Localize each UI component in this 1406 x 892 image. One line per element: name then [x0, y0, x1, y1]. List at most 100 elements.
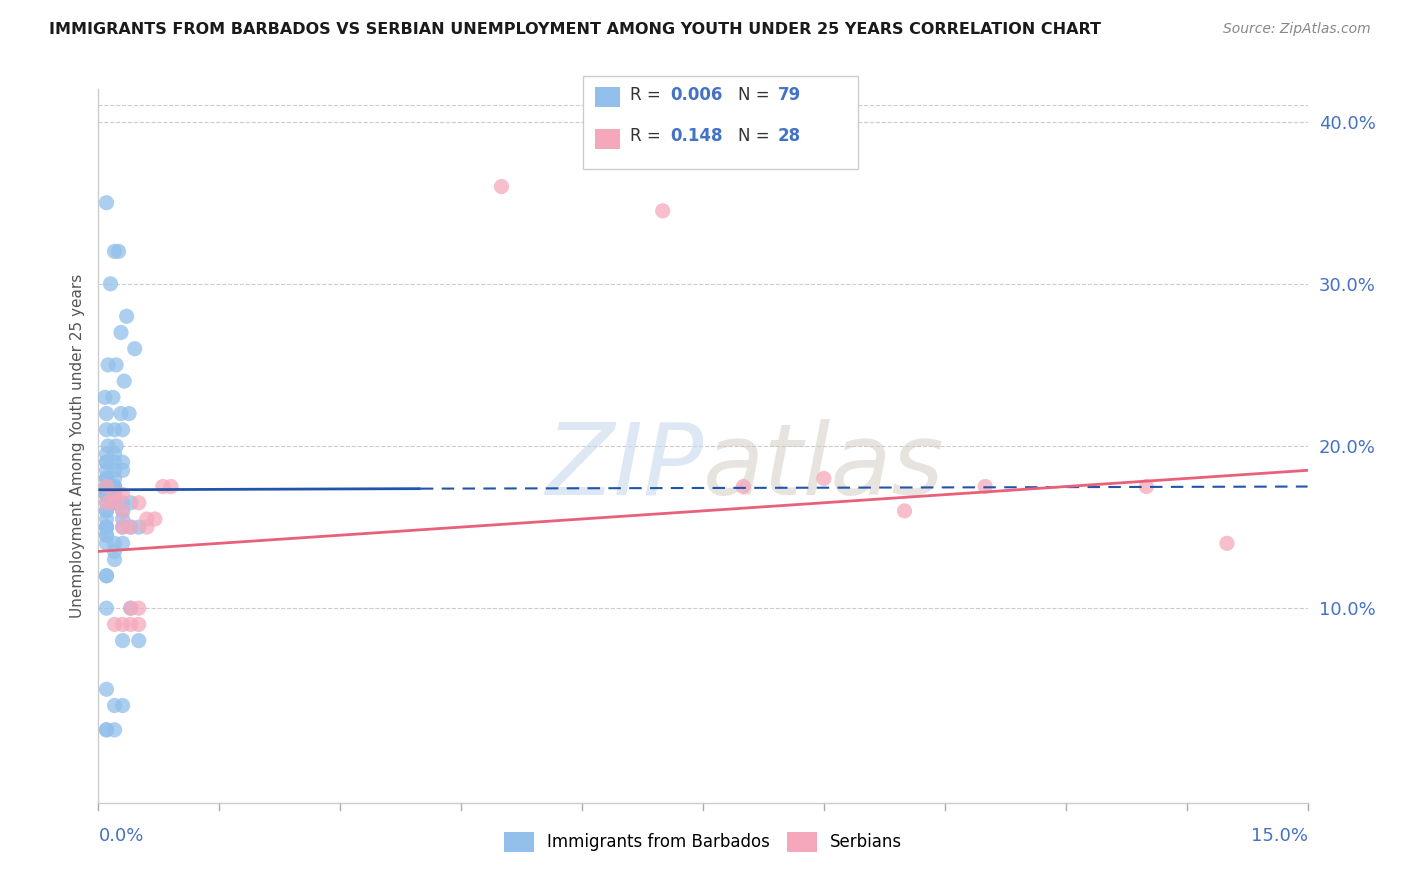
Point: [111, 520, 134, 534]
Text: N =: N =: [738, 128, 775, 145]
Text: R =: R =: [630, 87, 666, 104]
Point: [96, 504, 118, 518]
Point: [124, 342, 146, 356]
Point: [96, 723, 118, 737]
Point: [733, 479, 755, 493]
Point: [103, 544, 125, 558]
Text: 0.006: 0.006: [671, 87, 723, 104]
Point: [96, 479, 118, 493]
Point: [111, 617, 134, 632]
Text: Source: ZipAtlas.com: Source: ZipAtlas.com: [1223, 22, 1371, 37]
Point: [118, 407, 141, 421]
Point: [96, 504, 118, 518]
Point: [103, 496, 125, 510]
Point: [103, 536, 125, 550]
Point: [160, 479, 183, 493]
Point: [96, 488, 118, 502]
Point: [128, 633, 150, 648]
Point: [96, 512, 118, 526]
Point: [96, 496, 118, 510]
Point: [120, 496, 142, 510]
Point: [101, 390, 124, 404]
Text: ZIP: ZIP: [544, 419, 703, 516]
Point: [111, 463, 134, 477]
Point: [107, 244, 129, 259]
Point: [96, 455, 118, 469]
Point: [120, 520, 142, 534]
Legend: Immigrants from Barbados, Serbians: Immigrants from Barbados, Serbians: [498, 825, 908, 859]
Point: [111, 520, 134, 534]
Point: [111, 488, 134, 502]
Point: [97, 439, 120, 453]
Point: [111, 455, 134, 469]
Point: [96, 488, 118, 502]
Point: [103, 479, 125, 493]
Point: [1135, 479, 1157, 493]
Text: 28: 28: [778, 128, 800, 145]
Text: IMMIGRANTS FROM BARBADOS VS SERBIAN UNEMPLOYMENT AMONG YOUTH UNDER 25 YEARS CORR: IMMIGRANTS FROM BARBADOS VS SERBIAN UNEM…: [49, 22, 1101, 37]
Point: [152, 479, 174, 493]
Text: 79: 79: [778, 87, 801, 104]
Point: [103, 496, 125, 510]
Point: [103, 488, 125, 502]
Point: [96, 528, 118, 542]
Point: [110, 407, 132, 421]
Point: [111, 633, 134, 648]
Point: [111, 536, 134, 550]
Point: [111, 698, 134, 713]
Point: [143, 512, 166, 526]
Point: [120, 520, 142, 534]
Point: [103, 463, 125, 477]
Point: [103, 488, 125, 502]
Point: [96, 520, 118, 534]
Point: [1216, 536, 1239, 550]
Point: [110, 326, 132, 340]
Point: [111, 504, 134, 518]
Point: [974, 479, 997, 493]
Point: [813, 471, 835, 485]
Point: [96, 568, 118, 582]
Point: [893, 504, 915, 518]
Point: [96, 423, 118, 437]
Point: [96, 536, 118, 550]
Point: [103, 471, 125, 485]
Text: 0.148: 0.148: [671, 128, 723, 145]
Point: [103, 723, 125, 737]
Point: [100, 277, 122, 291]
Point: [96, 463, 118, 477]
Point: [120, 601, 142, 615]
Point: [103, 447, 125, 461]
Point: [96, 479, 118, 493]
Point: [96, 682, 118, 697]
Point: [103, 423, 125, 437]
Point: [96, 471, 118, 485]
Point: [103, 479, 125, 493]
Point: [128, 520, 150, 534]
Y-axis label: Unemployment Among Youth under 25 years: Unemployment Among Youth under 25 years: [69, 274, 84, 618]
Point: [103, 496, 125, 510]
Point: [111, 496, 134, 510]
Point: [103, 244, 125, 259]
Text: 15.0%: 15.0%: [1250, 827, 1308, 845]
Point: [96, 488, 118, 502]
Point: [103, 479, 125, 493]
Point: [96, 488, 118, 502]
Point: [96, 528, 118, 542]
Point: [94, 390, 117, 404]
Point: [96, 568, 118, 582]
Text: N =: N =: [738, 87, 775, 104]
Point: [96, 520, 118, 534]
Point: [120, 617, 142, 632]
Point: [96, 520, 118, 534]
Point: [96, 471, 118, 485]
Point: [96, 471, 118, 485]
Text: atlas: atlas: [703, 419, 945, 516]
Point: [128, 496, 150, 510]
Point: [651, 203, 673, 218]
Point: [96, 195, 118, 210]
Text: 0.0%: 0.0%: [98, 827, 143, 845]
Point: [111, 512, 134, 526]
Point: [120, 601, 142, 615]
Text: R =: R =: [630, 128, 666, 145]
Point: [103, 617, 125, 632]
